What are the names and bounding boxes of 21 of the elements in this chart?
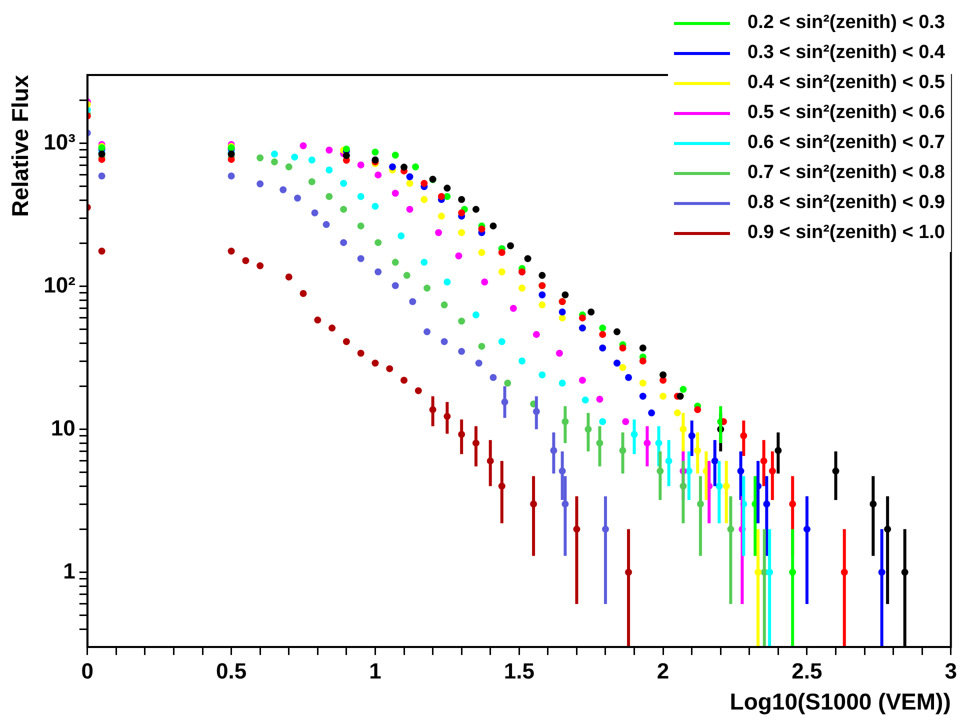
legend-label: 0.5 < sin²(zenith) < 0.6 [748,102,945,124]
legend-label: 0.3 < sin²(zenith) < 0.4 [748,42,945,64]
x-tick-label: 3 [944,658,958,684]
legend-label: 0.7 < sin²(zenith) < 0.8 [748,162,945,184]
x-tick-label: 0 [81,658,94,684]
legend-label: 0.9 < sin²(zenith) < 1.0 [748,222,945,244]
x-axis-title: Log10(S1000 (VEM)) [730,688,951,715]
legend-label: 0.6 < sin²(zenith) < 0.7 [748,132,945,154]
y-tick-label: 10 [50,415,76,440]
x-tick-label: 0.5 [216,658,247,684]
x-tick-label: 2 [656,658,670,684]
legend-label: 0.4 < sin²(zenith) < 0.5 [748,72,945,94]
y-tick-label: 10² [44,272,76,298]
y-axis-title: Relative Flux [7,74,34,217]
x-tick-label: 1.5 [504,658,534,684]
y-tick-label: 10³ [44,129,76,154]
legend-label: 0.2 < sin²(zenith) < 0.3 [748,12,945,34]
legend-label: 0.8 < sin²(zenith) < 0.9 [748,192,945,214]
x-tick-label: 1 [369,658,382,684]
y-tick-label: 1 [63,558,76,584]
x-tick-label: 2.5 [792,658,822,684]
